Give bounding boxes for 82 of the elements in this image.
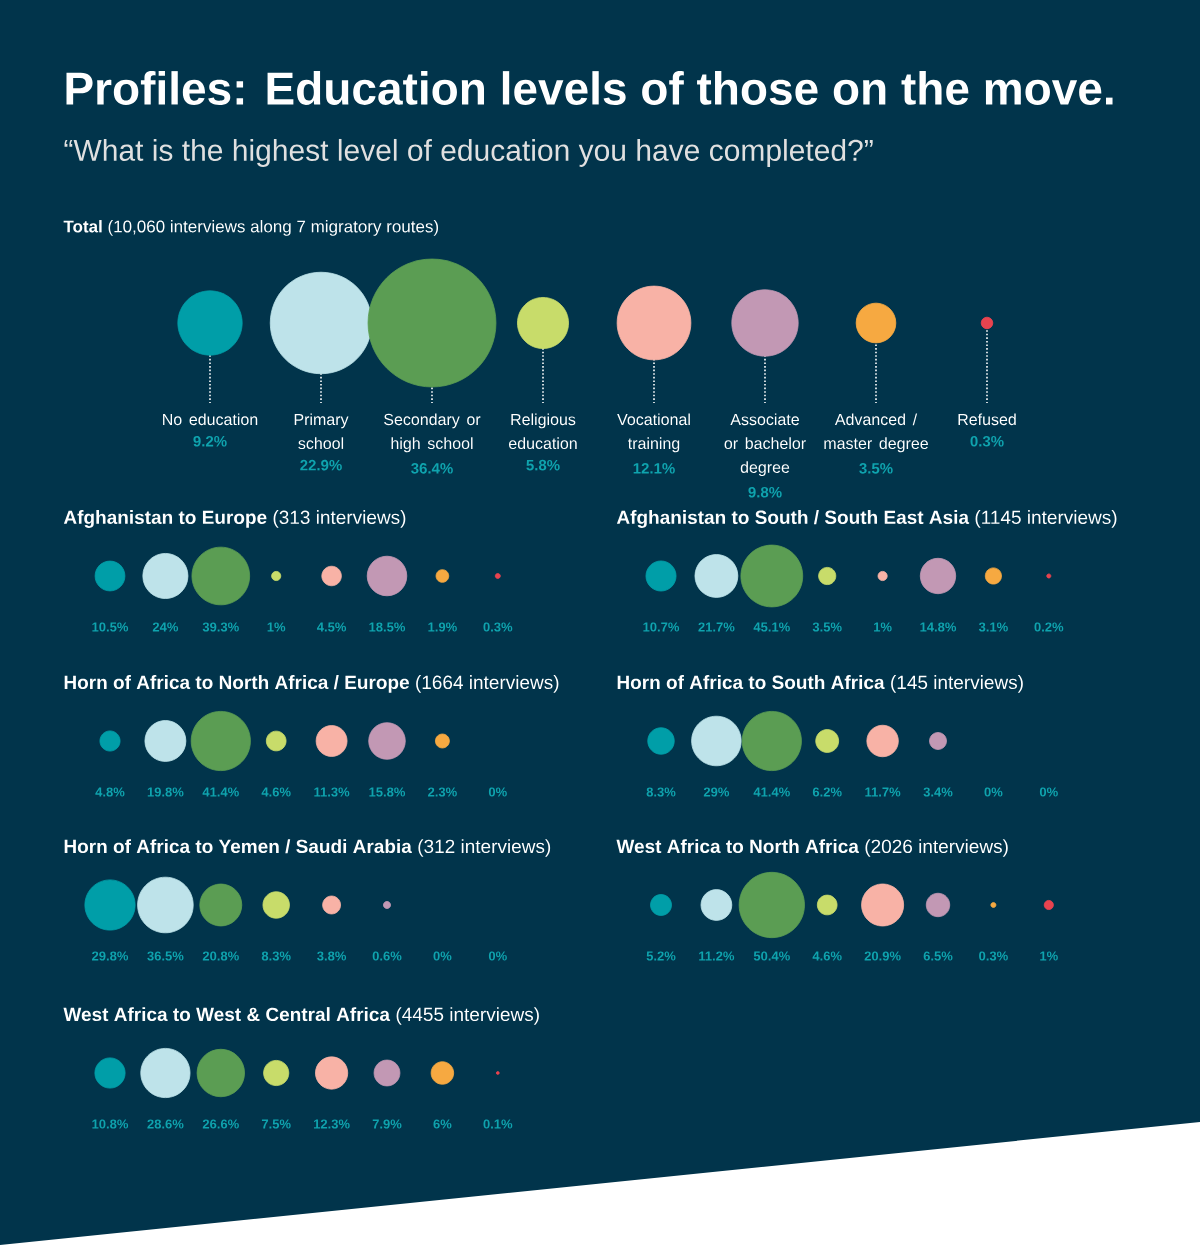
data-label: 14.8% bbox=[920, 622, 957, 632]
data-label: 50.4% bbox=[753, 951, 790, 961]
data-label: 10.7% bbox=[643, 622, 680, 632]
data-label: 28.6% bbox=[147, 1119, 184, 1129]
data-label: 10.5% bbox=[92, 622, 129, 632]
data-label: 0% bbox=[488, 951, 507, 961]
data-label: 6% bbox=[433, 1119, 452, 1129]
data-label: 8.3% bbox=[646, 787, 676, 797]
text: Horn of Africa to South Africa (145 interviews) bbox=[617, 675, 1023, 693]
data-label: 41.4% bbox=[753, 787, 790, 797]
data-label: 3.5% bbox=[859, 463, 893, 474]
data-label: 1.9% bbox=[428, 622, 457, 632]
data-label: 26.6% bbox=[202, 1119, 239, 1129]
data-label: 3.5% bbox=[812, 622, 842, 632]
text: Horn of Africa to Yemen / Saudi Arabia (312 interviews) bbox=[64, 839, 551, 857]
data-label: 39.3% bbox=[202, 622, 239, 632]
data-label: 2.3% bbox=[428, 787, 457, 797]
data-label: 36.5% bbox=[147, 951, 184, 961]
category-label: No education bbox=[163, 413, 258, 426]
category-label: Associate or bachelor degree bbox=[724, 413, 806, 477]
data-label: 45.1% bbox=[753, 622, 790, 632]
category-label: Religious education bbox=[508, 413, 577, 450]
text: Profiles: Education levels of those on the move. bbox=[66, 71, 1113, 105]
data-label: 7.5% bbox=[261, 1119, 291, 1129]
data-label: 4.8% bbox=[95, 787, 125, 797]
data-label: 7.9% bbox=[372, 1119, 402, 1129]
data-label: 24% bbox=[152, 622, 179, 632]
text: Total (10,060 interviews along 7 migratory routes) bbox=[63, 220, 439, 236]
category-label: Advanced / master degree bbox=[824, 413, 928, 453]
data-label: 20.9% bbox=[864, 951, 901, 961]
data-label: 8.3% bbox=[261, 951, 291, 961]
data-label: 11.3% bbox=[314, 787, 350, 797]
data-label: 4.6% bbox=[812, 951, 842, 961]
data-label: 0.6% bbox=[372, 951, 402, 961]
data-label: 0.2% bbox=[1034, 622, 1064, 632]
data-label: 0.3% bbox=[979, 951, 1008, 961]
data-label: 11.7% bbox=[865, 787, 901, 797]
data-label: 0% bbox=[433, 951, 452, 961]
data-label: 0% bbox=[984, 787, 1003, 797]
data-label: 18.5% bbox=[369, 622, 406, 632]
text: Afghanistan to Europe (313 interviews) bbox=[63, 510, 406, 528]
data-label: 20.8% bbox=[202, 951, 239, 961]
data-label: 10.8% bbox=[92, 1119, 129, 1129]
data-label: 11.2% bbox=[699, 951, 735, 961]
data-label: 3.1% bbox=[978, 622, 1008, 632]
category-label: Primary school bbox=[294, 413, 349, 450]
data-label: 1% bbox=[874, 622, 892, 632]
category-label: Refused bbox=[958, 413, 1016, 426]
data-label: 0% bbox=[1039, 787, 1058, 797]
data-label: 3.4% bbox=[923, 787, 953, 797]
data-label: 0% bbox=[488, 787, 507, 797]
data-label: 22.9% bbox=[300, 459, 342, 471]
data-label: 9.8% bbox=[748, 486, 782, 498]
data-label: 0.3% bbox=[970, 435, 1004, 447]
data-label: 29% bbox=[703, 787, 730, 797]
text: Afghanistan to South / South East Asia (1145 interviews) bbox=[616, 510, 1117, 528]
data-label: 3.8% bbox=[317, 951, 347, 961]
data-label: 36.4% bbox=[411, 463, 453, 474]
data-label: 0.1% bbox=[483, 1119, 513, 1129]
data-label: 1% bbox=[1040, 951, 1058, 961]
data-label: 6.2% bbox=[812, 787, 842, 797]
data-label: 6.5% bbox=[923, 951, 953, 961]
text: “What is the highest level of education you have completed?” bbox=[64, 138, 873, 167]
data-label: 1% bbox=[267, 622, 286, 632]
text: Horn of Africa to North Africa / Europe (1664 interviews) bbox=[64, 675, 559, 693]
data-label: 4.5% bbox=[316, 622, 347, 632]
data-label: 0.3% bbox=[483, 622, 513, 632]
data-label: 12.3% bbox=[313, 1119, 350, 1129]
data-label: 19.8% bbox=[147, 787, 184, 797]
data-label: 5.8% bbox=[526, 459, 560, 471]
data-label: 41.4% bbox=[202, 787, 239, 797]
data-label: 9.2% bbox=[193, 435, 227, 447]
text: West Africa to West & Central Africa (4455 interviews) bbox=[63, 1007, 539, 1025]
data-label: 21.7% bbox=[698, 622, 735, 632]
data-label: 5.2% bbox=[646, 951, 676, 961]
category-label: Secondary or high school bbox=[384, 413, 481, 453]
data-label: 29.8% bbox=[92, 951, 129, 961]
text: West Africa to North Africa (2026 interviews) bbox=[616, 839, 1008, 857]
category-label: Vocational training bbox=[617, 413, 690, 453]
data-label: 12.1% bbox=[633, 463, 675, 474]
data-label: 4.6% bbox=[261, 787, 291, 797]
data-label: 15.8% bbox=[369, 787, 406, 797]
